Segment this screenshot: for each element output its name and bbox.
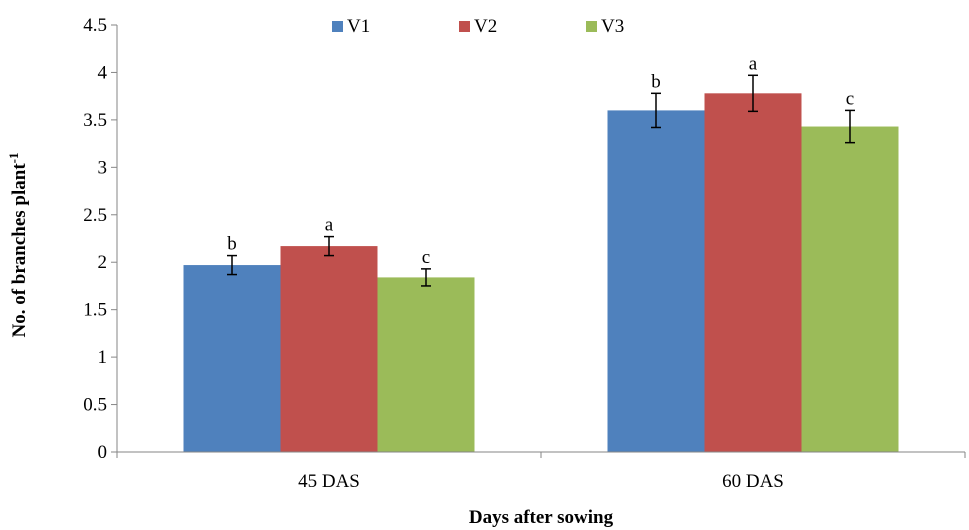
y-axis-title-main: No. of branches plant xyxy=(9,163,30,338)
error-bars xyxy=(227,74,855,287)
legend-label-v3: V3 xyxy=(601,16,624,37)
y-tick-label: 4 xyxy=(98,62,108,83)
legend-swatch-v2 xyxy=(459,21,470,32)
y-axis-title: No. of branches plant-1 xyxy=(6,152,30,337)
y-tick-label: 2.5 xyxy=(83,205,107,226)
significance-label: b xyxy=(651,71,661,92)
y-tick-label: 0 xyxy=(98,442,108,463)
significance-label: a xyxy=(325,215,334,236)
legend-swatch-v1 xyxy=(332,21,343,32)
bar-v2 xyxy=(280,246,378,452)
bar-v3 xyxy=(377,277,475,452)
legend: V1 V2 V3 xyxy=(332,16,624,37)
significance-label: c xyxy=(846,88,854,109)
x-tick-label: 45 DAS xyxy=(298,471,360,492)
significance-labels: b a c b a c xyxy=(227,53,854,268)
legend-swatch-v3 xyxy=(586,21,597,32)
y-tick-label: 1 xyxy=(98,347,108,368)
x-axis-ticks: 45 DAS 60 DAS xyxy=(116,452,966,492)
y-tick-label: 0.5 xyxy=(83,395,107,416)
y-tick-label: 1.5 xyxy=(83,300,107,321)
bar-v3 xyxy=(801,126,899,452)
significance-label: c xyxy=(422,247,430,268)
y-tick-label: 3.5 xyxy=(83,110,107,131)
y-tick-label: 2 xyxy=(98,252,108,273)
y-axis-ticks: 0 0.5 1 1.5 2 2.5 3 3.5 4 4.5 xyxy=(83,15,117,463)
bar-v2 xyxy=(704,93,802,452)
x-axis-title: Days after sowing xyxy=(469,507,614,528)
y-tick-label: 4.5 xyxy=(83,15,107,36)
bar-v1 xyxy=(183,265,281,452)
legend-label-v1: V1 xyxy=(347,16,370,37)
y-axis-title-sup: -1 xyxy=(6,152,21,163)
significance-label: b xyxy=(227,234,237,255)
legend-label-v2: V2 xyxy=(474,16,497,37)
y-tick-label: 3 xyxy=(98,157,108,178)
bar-v1 xyxy=(607,110,705,453)
significance-label: a xyxy=(749,53,758,74)
x-tick-label: 60 DAS xyxy=(722,471,784,492)
bars xyxy=(183,93,899,453)
